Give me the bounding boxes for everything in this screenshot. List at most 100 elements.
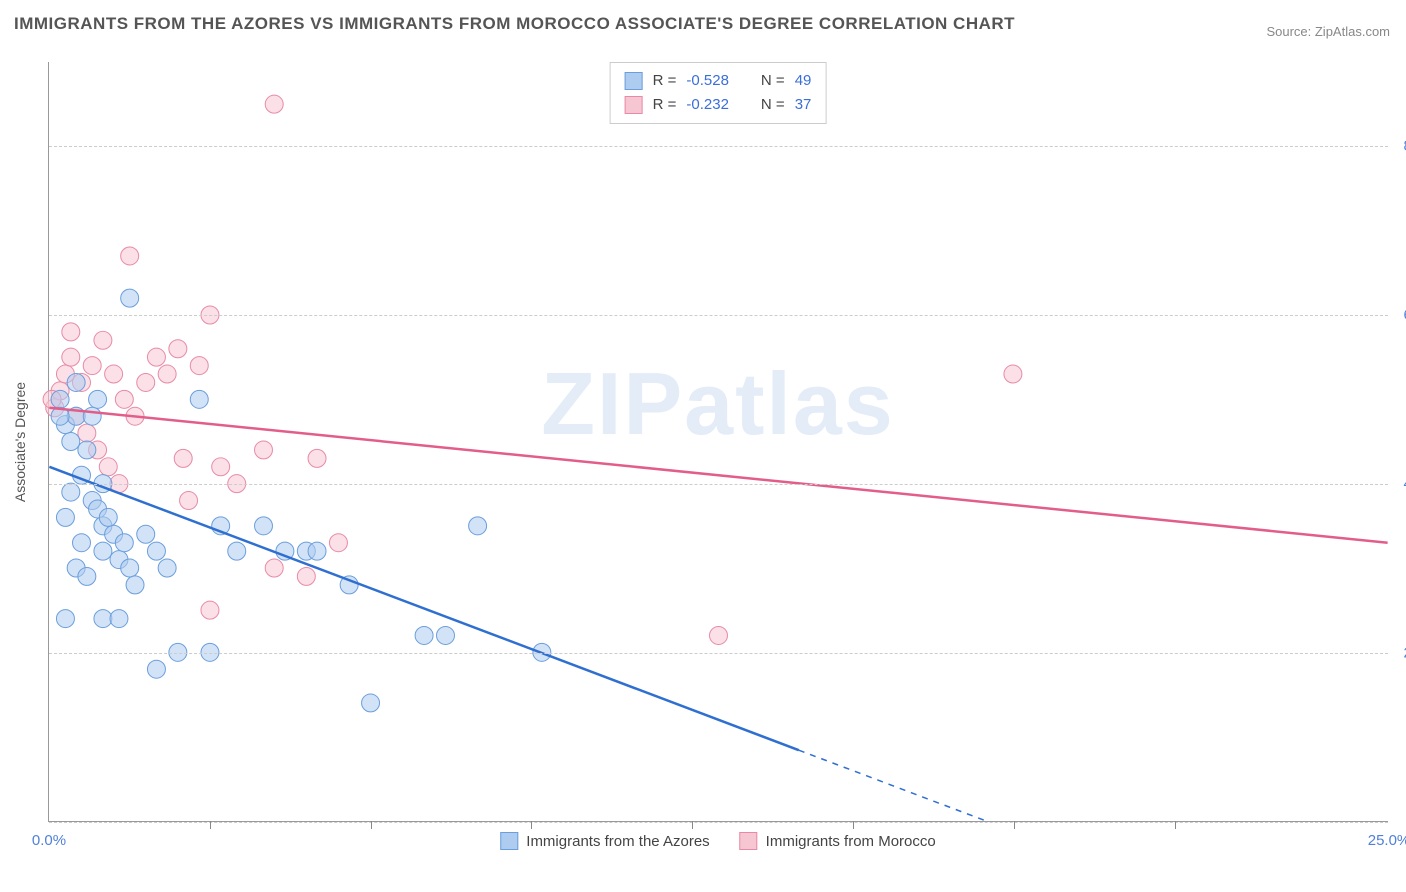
point-0: [115, 534, 133, 552]
point-1: [201, 601, 219, 619]
plot-box: 20.0%40.0%60.0%80.0%0.0%25.0%: [48, 62, 1388, 822]
point-1: [94, 331, 112, 349]
x-tick: [210, 821, 211, 829]
point-1: [190, 357, 208, 375]
point-1: [137, 373, 155, 391]
point-1: [62, 323, 80, 341]
legend-item-0: Immigrants from the Azores: [500, 832, 709, 850]
point-1: [710, 626, 728, 644]
regression-line-1: [49, 408, 1387, 543]
point-1: [115, 390, 133, 408]
point-0: [147, 660, 165, 678]
point-1: [105, 365, 123, 383]
point-0: [78, 567, 96, 585]
source-label: Source: ZipAtlas.com: [1266, 24, 1390, 39]
grid-line: [49, 484, 1388, 485]
regression-line-0: [49, 467, 798, 750]
point-0: [121, 559, 139, 577]
n-value-1: 37: [795, 93, 812, 117]
bottom-legend: Immigrants from the Azores Immigrants fr…: [500, 832, 935, 850]
r-value-0: -0.528: [686, 69, 729, 93]
point-0: [51, 390, 69, 408]
grid-line: [49, 653, 1388, 654]
point-0: [121, 289, 139, 307]
point-1: [147, 348, 165, 366]
x-tick: [692, 821, 693, 829]
r-label: R =: [653, 93, 677, 117]
swatch-morocco-b: [740, 832, 758, 850]
point-1: [212, 458, 230, 476]
x-tick: [1175, 821, 1176, 829]
plot-svg: [49, 62, 1388, 821]
regression-line-dash-0: [799, 750, 986, 821]
n-label: N =: [761, 69, 785, 93]
x-tick: [1014, 821, 1015, 829]
point-0: [437, 626, 455, 644]
point-1: [78, 424, 96, 442]
chart-container: IMMIGRANTS FROM THE AZORES VS IMMIGRANTS…: [0, 0, 1406, 892]
point-1: [121, 247, 139, 265]
r-label: R =: [653, 69, 677, 93]
legend-label-0: Immigrants from the Azores: [526, 833, 709, 850]
point-1: [265, 559, 283, 577]
point-0: [190, 390, 208, 408]
point-0: [89, 390, 107, 408]
point-1: [1004, 365, 1022, 383]
point-0: [62, 433, 80, 451]
point-0: [56, 610, 74, 628]
x-tick: [371, 821, 372, 829]
point-0: [62, 483, 80, 501]
point-1: [83, 357, 101, 375]
point-0: [56, 508, 74, 526]
point-0: [308, 542, 326, 560]
point-1: [308, 449, 326, 467]
r-value-1: -0.232: [686, 93, 729, 117]
n-label: N =: [761, 93, 785, 117]
point-0: [99, 508, 117, 526]
point-0: [255, 517, 273, 535]
point-1: [255, 441, 273, 459]
point-0: [126, 576, 144, 594]
chart-title: IMMIGRANTS FROM THE AZORES VS IMMIGRANTS…: [14, 14, 1015, 34]
swatch-azores-b: [500, 832, 518, 850]
point-1: [180, 492, 198, 510]
swatch-azores: [625, 72, 643, 90]
point-0: [110, 610, 128, 628]
legend-item-1: Immigrants from Morocco: [740, 832, 936, 850]
point-0: [94, 610, 112, 628]
point-0: [469, 517, 487, 535]
point-1: [297, 567, 315, 585]
x-tick: [531, 821, 532, 829]
point-1: [158, 365, 176, 383]
point-0: [94, 542, 112, 560]
point-1: [174, 449, 192, 467]
point-1: [62, 348, 80, 366]
point-0: [147, 542, 165, 560]
point-0: [158, 559, 176, 577]
point-0: [362, 694, 380, 712]
point-1: [99, 458, 117, 476]
grid-line: [49, 822, 1388, 823]
n-value-0: 49: [795, 69, 812, 93]
point-1: [329, 534, 347, 552]
point-0: [67, 373, 85, 391]
legend-label-1: Immigrants from Morocco: [766, 833, 936, 850]
stat-legend-box: R = -0.528 N = 49 R = -0.232 N = 37: [610, 62, 827, 124]
x-tick-label: 25.0%: [1368, 832, 1406, 849]
chart-area: ZIPatlas 20.0%40.0%60.0%80.0%0.0%25.0% A…: [48, 62, 1388, 822]
point-0: [78, 441, 96, 459]
point-0: [228, 542, 246, 560]
stat-row-0: R = -0.528 N = 49: [625, 69, 812, 93]
y-axis-title: Associate's Degree: [12, 382, 28, 502]
grid-line: [49, 146, 1388, 147]
point-0: [83, 407, 101, 425]
x-tick-label: 0.0%: [32, 832, 66, 849]
point-0: [73, 534, 91, 552]
point-0: [415, 626, 433, 644]
point-0: [137, 525, 155, 543]
point-1: [169, 340, 187, 358]
swatch-morocco: [625, 96, 643, 114]
x-tick: [853, 821, 854, 829]
grid-line: [49, 315, 1388, 316]
stat-row-1: R = -0.232 N = 37: [625, 93, 812, 117]
